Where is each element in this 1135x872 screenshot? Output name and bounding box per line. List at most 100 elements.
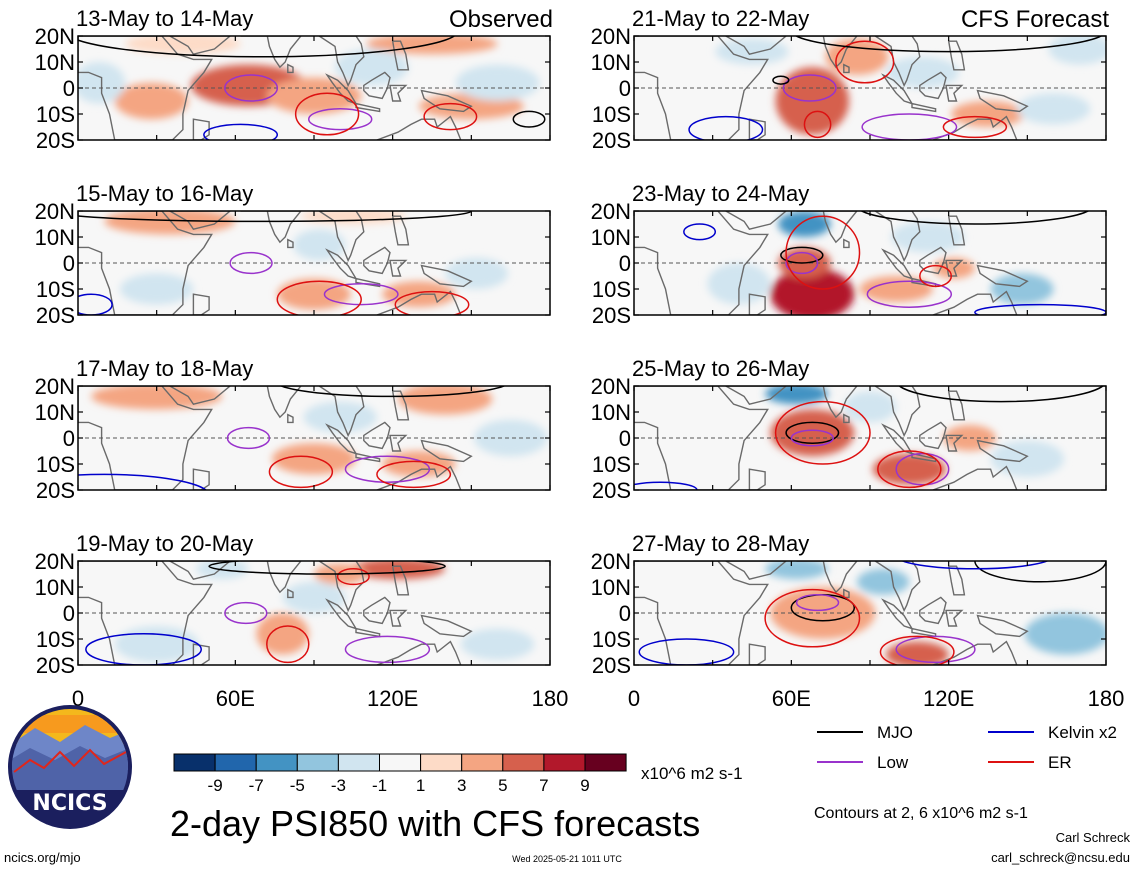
contour-kelvin-x2: [78, 473, 207, 490]
anomaly-blob: [715, 38, 789, 65]
contour-er: [266, 625, 310, 664]
anomaly-blob: [350, 561, 446, 580]
colorbar-level: 5: [498, 776, 507, 795]
coastline: [634, 561, 769, 665]
y-tick-label: 10N: [591, 575, 631, 600]
coastline: [287, 63, 294, 74]
coastline: [389, 609, 408, 627]
contour-low: [308, 108, 373, 131]
y-tick-label: 10S: [36, 277, 75, 302]
contours-note: Contours at 2, 6 x10^6 m2 s-1: [814, 805, 1028, 822]
coastline: [168, 386, 232, 405]
coastline: [911, 452, 937, 463]
coastline: [317, 36, 365, 88]
contour-er: [276, 280, 362, 315]
anomaly-blob: [856, 568, 910, 595]
anomaly-blob: [473, 419, 548, 457]
y-tick-label: 0: [63, 76, 75, 101]
coastline: [420, 89, 473, 113]
coastline: [881, 248, 914, 280]
contour-er: [774, 400, 871, 465]
y-tick-label: 10S: [592, 277, 631, 302]
contour-kelvin-x2: [85, 633, 202, 665]
contour-kelvin-x2: [634, 481, 698, 490]
contour-low: [895, 635, 976, 664]
coastline: [881, 423, 914, 455]
coastline: [945, 434, 964, 452]
colorbar-level: -3: [331, 776, 346, 795]
coastline: [376, 640, 462, 665]
y-tick-label: 20N: [35, 24, 75, 49]
colorbar-level: 3: [457, 776, 466, 795]
anomaly-blob: [334, 48, 409, 86]
anomaly-blob: [78, 62, 126, 104]
anomaly-blob: [282, 581, 346, 614]
contour-low: [861, 113, 958, 140]
anomaly-blob: [277, 278, 351, 310]
coastline: [420, 439, 473, 463]
y-tick-label: 20N: [591, 374, 631, 399]
y-tick-label: 20S: [592, 128, 631, 153]
contour-er: [294, 92, 360, 136]
coastline: [748, 468, 766, 490]
x-tick-label: 120E: [367, 686, 418, 711]
coastline: [389, 84, 408, 102]
coastline: [947, 40, 966, 71]
coastlines: [78, 561, 473, 665]
coastline: [78, 386, 213, 490]
cfs-forecast-label: CFS Forecast: [961, 6, 1109, 33]
legend-label: Low: [877, 753, 909, 772]
contour-low: [224, 74, 279, 102]
coastline: [881, 598, 914, 630]
colorbar-swatch: [461, 753, 504, 772]
author-email: carl_schreck@ncsu.edu: [991, 850, 1130, 865]
y-tick-label: 20N: [591, 24, 631, 49]
y-tick-label: 0: [63, 251, 75, 276]
colorbar-level: -5: [290, 776, 305, 795]
contour-er: [336, 568, 370, 586]
contour-low: [344, 635, 431, 664]
panel-title: 13-May to 14-May: [76, 6, 253, 31]
y-tick-label: 20S: [592, 478, 631, 503]
anomaly-blob: [455, 64, 540, 102]
coastline: [724, 561, 788, 580]
coastline: [932, 115, 1018, 140]
coastline: [287, 238, 294, 249]
coastline: [932, 290, 1018, 315]
y-tick-label: 10S: [592, 102, 631, 127]
contour-er: [268, 455, 334, 489]
y-tick-label: 10S: [592, 627, 631, 652]
contour-mjo: [772, 75, 790, 85]
anomaly-blob: [114, 82, 189, 120]
y-tick-label: 10N: [35, 50, 75, 75]
colorbar-level: -9: [208, 776, 223, 795]
colorbar-swatch: [584, 753, 627, 772]
contour-low: [323, 283, 399, 306]
coastline: [240, 386, 302, 419]
y-tick-label: 20S: [36, 303, 75, 328]
coastline: [796, 211, 858, 244]
y-tick-label: 20N: [35, 374, 75, 399]
x-tick-label: 180: [1088, 686, 1125, 711]
observed-label: Observed: [449, 6, 553, 33]
coastline: [634, 386, 769, 490]
colorbar-swatch: [255, 753, 298, 772]
y-tick-label: 10N: [591, 225, 631, 250]
contour-kelvin-x2: [974, 303, 1106, 315]
anomaly-blob: [272, 443, 356, 475]
y-tick-label: 20S: [36, 128, 75, 153]
anomaly-blob: [460, 628, 535, 660]
coastline: [317, 386, 365, 438]
contour-low: [224, 601, 268, 625]
coastline: [389, 434, 408, 452]
timestamp: Wed 2025-05-21 1011 UTC: [512, 854, 622, 864]
coastline: [911, 102, 937, 113]
x-tick-label: 60E: [216, 686, 255, 711]
contour-low: [866, 280, 953, 308]
logo-text: NCICS: [32, 791, 107, 816]
x-tick-labels: 0 60E 120E 180 0 60E 120E 180: [72, 686, 1124, 711]
anomaly-blob: [825, 38, 889, 75]
